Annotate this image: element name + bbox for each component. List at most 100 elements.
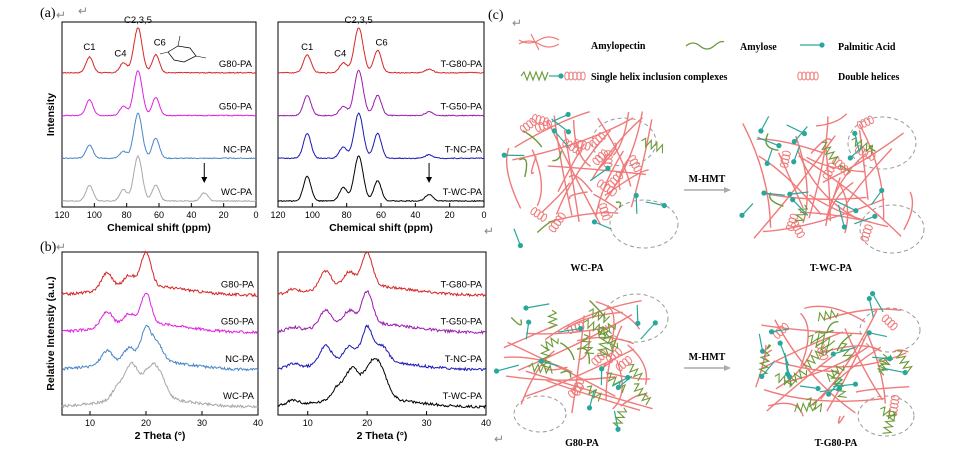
palmitic-head <box>852 130 858 137</box>
chain-strand <box>541 182 571 214</box>
process-arrow-top: M-HMT <box>684 174 731 193</box>
palmitic-acid <box>523 303 550 311</box>
helix-zigzag <box>794 204 809 222</box>
palmitic-head <box>493 368 500 374</box>
chain-strand <box>595 150 624 217</box>
chain-strand <box>536 220 556 234</box>
palmitic-tail <box>588 389 595 409</box>
palmitic-acid <box>790 197 809 216</box>
palmitic-head <box>605 165 611 171</box>
peak-label: C1 <box>301 42 313 53</box>
palmitic-tail <box>868 298 874 318</box>
chain-strand <box>810 138 833 155</box>
inclusion-complex <box>794 401 816 414</box>
chain-strand <box>762 198 885 233</box>
coil-loop <box>575 147 583 156</box>
chain-strand <box>598 142 617 170</box>
chain-strand <box>530 155 537 175</box>
palmitic-head <box>786 374 793 380</box>
palmitic-tail <box>640 322 656 340</box>
palmitic-tail <box>757 136 780 147</box>
palmitic-acid <box>866 296 874 318</box>
palmitic-tail <box>771 328 789 333</box>
x-tick-label: 0 <box>481 210 486 220</box>
series-label: G80-PA <box>221 279 255 290</box>
x-tick-label: 80 <box>342 210 352 220</box>
chain-strand <box>544 299 642 341</box>
palmitic-tail <box>558 327 581 333</box>
coil-loop <box>843 168 851 176</box>
coil-loop <box>610 188 617 197</box>
coil-loop <box>571 389 581 396</box>
chain-strand <box>795 135 808 224</box>
series-trace <box>61 112 257 160</box>
inclusion-complex <box>895 350 914 374</box>
double-helix <box>592 149 609 166</box>
process-arrow-bottom: M-HMT <box>684 352 731 371</box>
chain-strand <box>552 150 562 162</box>
helix-zigzag <box>586 385 602 402</box>
palmitic-tail <box>793 145 801 162</box>
peak-label: C6 <box>375 37 387 48</box>
series-label: T-G80-PA <box>440 59 482 70</box>
peak-label: C4 <box>334 49 346 60</box>
palmitic-acid <box>761 190 786 196</box>
palmitic-tail <box>635 195 638 214</box>
helix-zigzag <box>520 70 549 82</box>
inclusion-complex <box>826 364 845 383</box>
x-tick-label: 20 <box>219 210 229 220</box>
palmitic-acid <box>501 152 525 158</box>
chain-strand <box>505 375 616 381</box>
helix-zigzag <box>633 383 652 406</box>
x-tick-label: 30 <box>422 418 432 428</box>
chain-strand <box>758 155 822 216</box>
chain-strand <box>775 349 813 390</box>
peak-label: C2,3,5 <box>124 15 152 26</box>
chain-strand <box>593 193 619 211</box>
palmitic-acid <box>854 213 878 225</box>
palmitic-acid <box>768 328 789 335</box>
palmitic-head <box>791 159 797 165</box>
palmitic-acid <box>645 201 667 209</box>
coil-loop <box>589 140 597 148</box>
double-helix <box>571 378 585 396</box>
palmitic-acid <box>764 148 774 167</box>
palmitic-tail <box>833 383 856 388</box>
inclusion-complex <box>814 330 836 348</box>
chart-nmr-right: 120 100 80 60 40 20 0 Chemical shift (ppm) T-G80… <box>270 15 486 234</box>
chain-strand <box>855 386 910 393</box>
series-label: T-G80-PA <box>440 279 482 290</box>
palmitic-acid <box>558 325 584 333</box>
palmitic-acid <box>586 389 595 411</box>
return-mark: ↵ <box>484 224 495 238</box>
palmitic-head <box>599 366 605 372</box>
return-mark: ↵ <box>512 16 523 30</box>
chain-strand <box>568 191 588 200</box>
palmitic-head <box>847 155 853 161</box>
chain-strand <box>893 349 909 353</box>
palmitic-tail <box>741 203 754 216</box>
inclusion-complex <box>641 137 664 154</box>
chain-strand <box>837 415 845 424</box>
palmitic-acid <box>493 364 519 374</box>
coil-loop <box>534 123 541 133</box>
palmitic-tail <box>611 377 629 387</box>
inclusion-complex <box>586 385 602 402</box>
palmitic-acid <box>847 146 863 161</box>
chain-strand <box>547 165 646 176</box>
x-tick-label: 40 <box>253 418 263 428</box>
x-tick-label: 30 <box>197 418 207 428</box>
inclusion-icon <box>520 70 549 82</box>
x-axis-label: Chemical shift (ppm) <box>329 222 433 234</box>
peak-label: C2,3,5 <box>345 15 373 26</box>
palmitic-head <box>841 224 847 230</box>
return-mark: ↵ <box>494 432 505 446</box>
double-helix <box>519 117 537 134</box>
series-trace <box>277 112 485 160</box>
coil-loop <box>890 322 898 331</box>
palmitic-tail <box>613 410 619 430</box>
inclusion-complex <box>596 332 611 357</box>
palmitic-head <box>758 128 764 134</box>
palmitic-acid <box>800 42 825 48</box>
